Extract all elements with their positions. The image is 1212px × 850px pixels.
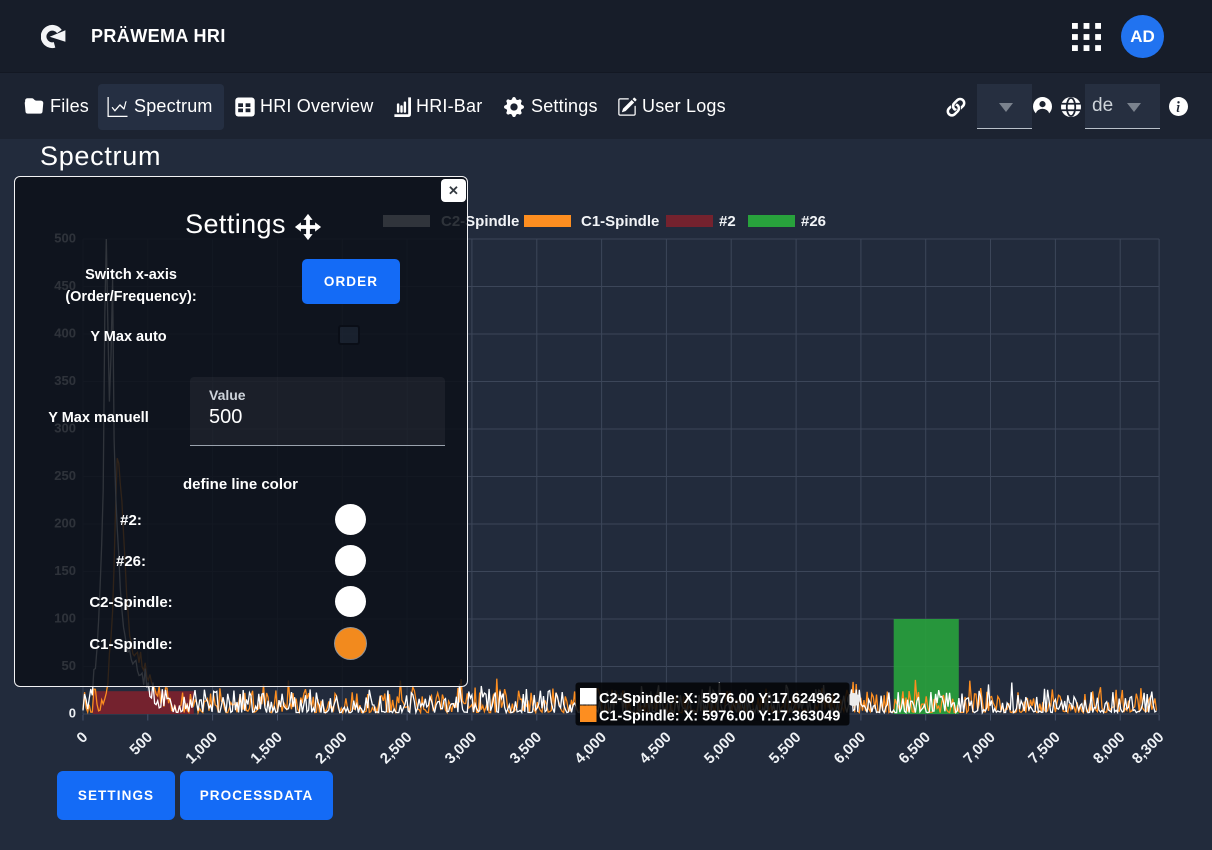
svg-text:0: 0 (69, 706, 76, 721)
svg-text:1,000: 1,000 (182, 729, 221, 768)
svg-text:6,500: 6,500 (895, 729, 934, 768)
svg-text:8,300: 8,300 (1129, 729, 1168, 768)
svg-text:1,500: 1,500 (247, 729, 286, 768)
svg-text:C2-Spindle: X: 5976.00 Y:17.62: C2-Spindle: X: 5976.00 Y:17.624962 (599, 691, 840, 707)
svg-text:2,000: 2,000 (312, 729, 351, 768)
svg-text:4,000: 4,000 (571, 729, 610, 768)
svg-text:5,000: 5,000 (701, 729, 740, 768)
svg-text:3,500: 3,500 (507, 729, 546, 768)
svg-text:C1-Spindle: C1-Spindle (581, 213, 659, 230)
svg-text:#26: #26 (801, 213, 826, 230)
svg-text:2,500: 2,500 (377, 729, 416, 768)
svg-text:0: 0 (73, 729, 91, 747)
svg-text:7,500: 7,500 (1025, 729, 1064, 768)
svg-text:3,000: 3,000 (442, 729, 481, 768)
svg-text:500: 500 (126, 729, 156, 759)
svg-text:7,000: 7,000 (960, 729, 999, 768)
svg-text:4,500: 4,500 (636, 729, 675, 768)
svg-text:6,000: 6,000 (831, 729, 870, 768)
svg-text:#2: #2 (719, 213, 736, 230)
svg-text:C1-Spindle: X: 5976.00 Y:17.36: C1-Spindle: X: 5976.00 Y:17.363049 (599, 709, 840, 725)
svg-text:5,500: 5,500 (766, 729, 805, 768)
svg-text:8,000: 8,000 (1090, 729, 1129, 768)
